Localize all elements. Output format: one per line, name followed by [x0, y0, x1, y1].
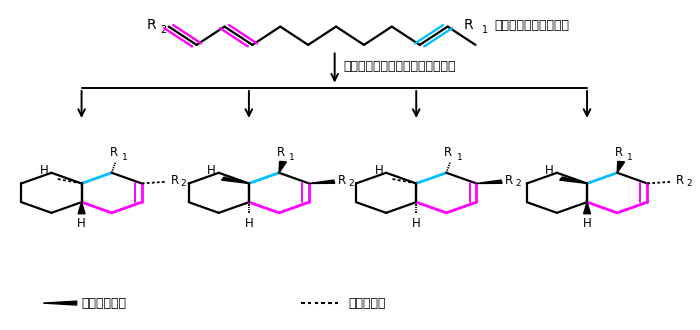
- Text: H: H: [40, 164, 48, 177]
- Text: R: R: [110, 147, 118, 159]
- Polygon shape: [309, 180, 335, 183]
- Text: ：紙面奥側: ：紙面奥側: [349, 297, 386, 310]
- Polygon shape: [584, 202, 591, 214]
- Polygon shape: [279, 161, 286, 173]
- Text: R: R: [505, 174, 513, 187]
- Text: R: R: [337, 174, 346, 187]
- Text: 2: 2: [160, 25, 167, 35]
- Text: H: H: [77, 217, 86, 230]
- Text: 2: 2: [515, 179, 521, 188]
- Text: H: H: [582, 217, 592, 230]
- Text: R: R: [146, 18, 156, 32]
- Text: R: R: [615, 147, 623, 159]
- Text: 1: 1: [456, 153, 462, 162]
- Polygon shape: [617, 161, 624, 173]
- Text: ：紙面手前側: ：紙面手前側: [82, 297, 127, 310]
- Polygon shape: [477, 180, 502, 183]
- Text: 2: 2: [348, 179, 354, 188]
- Text: H: H: [545, 164, 554, 177]
- Polygon shape: [560, 177, 587, 183]
- Text: R: R: [444, 147, 452, 159]
- Text: 2: 2: [686, 179, 692, 188]
- Polygon shape: [43, 301, 77, 305]
- Text: 分子内ディールス・アルダー反応: 分子内ディールス・アルダー反応: [343, 59, 456, 73]
- Text: R: R: [277, 147, 285, 159]
- Text: R: R: [676, 174, 684, 187]
- Text: 2: 2: [181, 179, 186, 188]
- Text: H: H: [207, 164, 216, 177]
- Text: 直鎖状ポリエン中間体: 直鎖状ポリエン中間体: [494, 19, 569, 32]
- Text: R: R: [463, 18, 473, 32]
- Text: H: H: [374, 164, 383, 177]
- Text: 1: 1: [627, 153, 633, 162]
- Text: R: R: [170, 174, 178, 187]
- Text: H: H: [244, 217, 253, 230]
- Text: H: H: [412, 217, 421, 230]
- Text: 1: 1: [122, 153, 127, 162]
- Text: 1: 1: [482, 25, 488, 35]
- Polygon shape: [221, 177, 249, 183]
- Polygon shape: [78, 202, 85, 214]
- Text: 1: 1: [289, 153, 295, 162]
